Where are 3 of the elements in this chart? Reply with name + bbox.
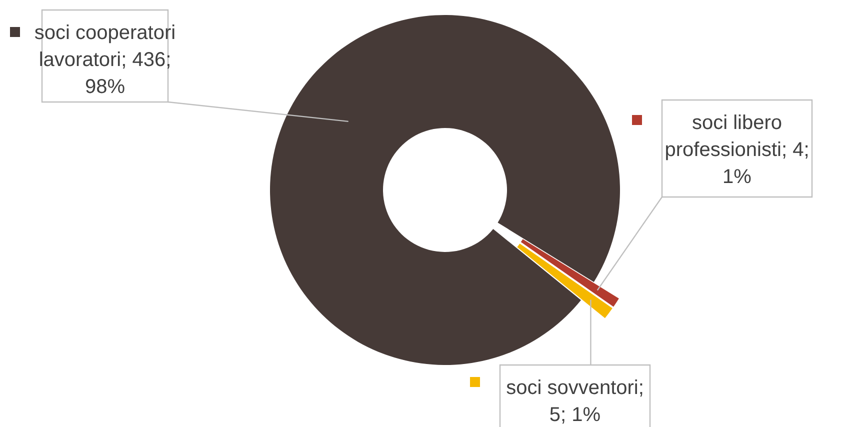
- legend-label: soci cooperatori lavoratori; 436; 98%: [34, 22, 176, 98]
- legend-label: soci sovventori; 5; 1%: [506, 377, 644, 426]
- slice-label: soci libero professionisti; 4; 1%: [664, 112, 810, 188]
